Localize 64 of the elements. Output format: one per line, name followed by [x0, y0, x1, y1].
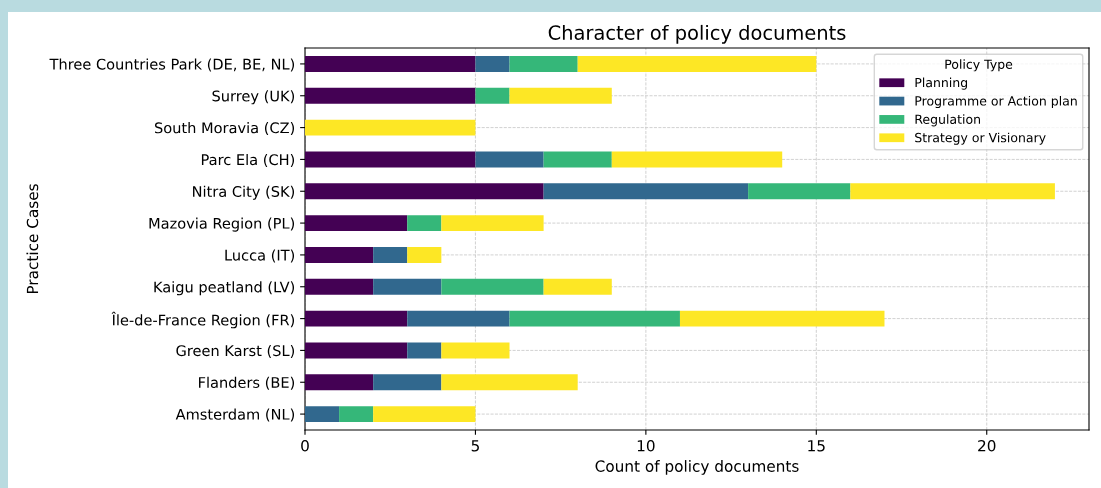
legend-label: Regulation — [915, 114, 980, 127]
bar — [543, 151, 612, 168]
x-tick-label: 20 — [978, 439, 996, 452]
x-tick-label: 10 — [637, 439, 655, 452]
bar — [305, 278, 374, 295]
x-tick-label: 5 — [471, 440, 479, 452]
bar — [305, 151, 476, 168]
x-axis-title: Count of policy documents — [595, 460, 799, 475]
bar — [475, 151, 544, 168]
bar — [407, 310, 510, 327]
y-tick-label: Parc Ela (CH) — [201, 153, 295, 167]
bar — [509, 310, 680, 327]
bar — [679, 310, 885, 327]
bar — [373, 278, 442, 295]
bar — [441, 374, 578, 391]
bar — [475, 87, 510, 104]
x-tick-label: 15 — [808, 440, 825, 452]
bar — [441, 215, 544, 232]
chart-title: Character of policy documents — [548, 24, 846, 44]
y-tick-label: Île-de-France Region (FR) — [111, 311, 295, 329]
bar — [543, 278, 612, 295]
bar — [509, 87, 612, 104]
bar — [305, 55, 476, 72]
y-tick-label: South Moravia (CZ) — [154, 122, 295, 136]
bar — [305, 246, 374, 263]
bar — [305, 119, 476, 136]
y-tick-label: Surrey (UK) — [212, 90, 295, 105]
y-axis-title: Practice Cases — [26, 184, 39, 294]
legend-title: Policy Type — [945, 59, 1013, 72]
legend-label: Strategy or Visionary — [915, 132, 1046, 145]
y-tick-label: Three Countries Park (DE, BE, NL) — [49, 58, 295, 72]
y-tick-label: Nitra City (SK) — [193, 185, 295, 200]
x-tick-label: 0 — [301, 439, 309, 452]
y-tick-label: Kaigu peatland (LV) — [154, 281, 295, 296]
y-tick-label: Mazovia Region (PL) — [149, 217, 295, 232]
bar — [509, 55, 578, 72]
bar — [373, 406, 476, 423]
bar — [305, 342, 408, 359]
bar — [441, 342, 510, 359]
bar — [305, 183, 544, 200]
bar — [543, 183, 749, 200]
bar — [577, 55, 817, 72]
bar — [407, 215, 442, 232]
y-tick-label: Green Karst (SL) — [176, 344, 295, 358]
bar — [373, 374, 442, 391]
bar — [407, 342, 442, 359]
y-tick-label: Lucca (IT) — [225, 249, 295, 263]
bar — [305, 87, 476, 104]
bar — [373, 246, 408, 263]
bar — [305, 406, 340, 423]
bar — [611, 151, 783, 168]
y-tick-label: Flanders (BE) — [199, 376, 295, 390]
bar — [748, 183, 851, 200]
bar — [850, 183, 1055, 200]
bar — [407, 246, 442, 263]
legend-label: Planning — [915, 77, 968, 90]
legend-label: Programme or Action plan — [915, 95, 1077, 109]
bar — [305, 374, 374, 391]
bar — [339, 406, 374, 423]
bar — [305, 215, 408, 232]
bar — [441, 278, 544, 295]
y-tick-label: Amsterdam (NL) — [175, 408, 295, 422]
bar — [475, 55, 510, 72]
bar — [305, 310, 408, 327]
